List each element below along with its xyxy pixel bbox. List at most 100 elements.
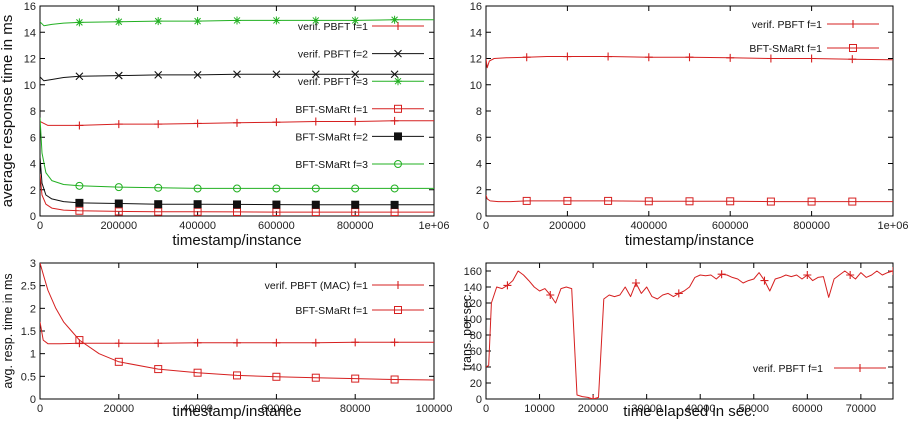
series-4: [40, 173, 434, 216]
y-axis-label: trans. per sec.: [460, 291, 474, 370]
data-point: [75, 121, 84, 130]
data-point: [233, 118, 241, 127]
y-tick-label: 4: [30, 159, 36, 171]
data-point: [154, 339, 163, 348]
data-point: [272, 200, 281, 209]
legend-marker: [849, 20, 857, 28]
data-point: [114, 357, 123, 366]
data-point: [114, 207, 123, 216]
series-line: [40, 117, 434, 189]
data-point: [114, 71, 123, 80]
data-point: [114, 339, 123, 348]
data-point: [589, 395, 598, 399]
data-point: [233, 371, 241, 380]
x-tick-label: 0: [483, 220, 489, 232]
x-tick-label: 1e+06: [419, 220, 450, 232]
x-tick-label: 60000: [792, 403, 823, 415]
data-point: [154, 120, 163, 129]
series-2: [40, 70, 434, 82]
data-point: [807, 197, 816, 206]
data-point: [390, 200, 399, 209]
y-tick-label: 20: [470, 378, 482, 390]
series-5: [40, 156, 434, 209]
data-point: [503, 281, 512, 290]
data-point: [390, 70, 399, 79]
y-tick-label: 40: [470, 362, 482, 374]
data-point: [233, 338, 241, 347]
data-point: [546, 291, 555, 299]
data-point: [272, 184, 281, 193]
y-tick-label: 6: [476, 132, 482, 144]
data-point: [311, 373, 320, 382]
y-tick-label: 8: [30, 106, 36, 118]
data-point: [604, 52, 613, 61]
data-point: [717, 270, 726, 279]
legend-marker: [856, 364, 864, 372]
data-point: [75, 18, 84, 27]
data-point: [272, 118, 281, 127]
series-6: [40, 117, 434, 193]
data-point: [807, 54, 816, 63]
data-point: [272, 70, 281, 79]
series-2: [486, 194, 893, 206]
data-point: [114, 199, 123, 208]
y-tick-label: 160: [464, 266, 482, 278]
data-point: [848, 55, 857, 64]
y-tick-label: 12: [470, 54, 482, 66]
legend-marker: [394, 104, 402, 113]
x-tick-label: 600000: [258, 220, 295, 232]
data-point: [644, 197, 653, 206]
x-tick-label: 0: [37, 220, 43, 232]
data-point: [193, 368, 202, 377]
series-line: [40, 19, 434, 27]
data-point: [75, 72, 84, 81]
data-point: [233, 184, 241, 193]
series-line: [486, 194, 893, 203]
data-point: [154, 183, 163, 192]
data-point: [114, 17, 123, 26]
data-point: [351, 117, 360, 126]
data-point: [685, 197, 694, 206]
data-point: [563, 52, 572, 61]
legend-marker: [394, 77, 402, 86]
data-point: [631, 279, 640, 287]
data-point: [351, 184, 360, 193]
data-point: [193, 184, 202, 193]
x-tick-label: 30000: [631, 403, 662, 415]
chart-panel-1: 0 200000 400000 600000 800000 1e+06 0 2 4 6 8 10 12 1…: [0, 1, 449, 249]
y-tick-label: 3: [30, 258, 36, 270]
series-1: [486, 267, 893, 399]
y-tick-label: 2.5: [21, 281, 36, 293]
data-point: [889, 267, 893, 275]
x-tick-label: 200000: [549, 220, 586, 232]
x-axis-label: time elapsed in sec.: [623, 403, 756, 420]
y-tick-label: 120: [464, 298, 482, 310]
x-axis-label: timestamp/instance: [625, 232, 754, 249]
data-point: [685, 53, 694, 62]
data-point: [311, 117, 320, 126]
legend-label: BFT-SMaRt f=1: [295, 104, 368, 116]
x-tick-label: 80000: [340, 403, 371, 415]
data-point: [75, 206, 84, 215]
y-tick-label: 8: [476, 106, 482, 118]
x-tick-label: 100000: [416, 403, 453, 415]
y-tick-label: 6: [30, 132, 36, 144]
legend-marker: [394, 132, 402, 141]
data-point: [351, 16, 360, 25]
data-point: [604, 196, 613, 205]
data-point: [351, 338, 360, 347]
x-tick-label: 40000: [685, 403, 716, 415]
series-1: [486, 52, 893, 69]
y-tick-label: 100: [464, 314, 482, 326]
x-axis-label: timestamp/instance: [172, 232, 301, 249]
series-2: [40, 263, 434, 384]
data-point: [272, 372, 281, 381]
data-point: [311, 200, 320, 209]
data-point: [726, 197, 735, 206]
y-tick-label: 0: [30, 211, 36, 223]
data-point: [760, 276, 769, 285]
legend-label: verif. PBFT f=3: [298, 76, 368, 88]
data-point: [726, 53, 735, 62]
legend-label: BFT-SMaRt f=3: [295, 159, 368, 171]
y-axis-label: average response time in ms: [0, 15, 16, 208]
